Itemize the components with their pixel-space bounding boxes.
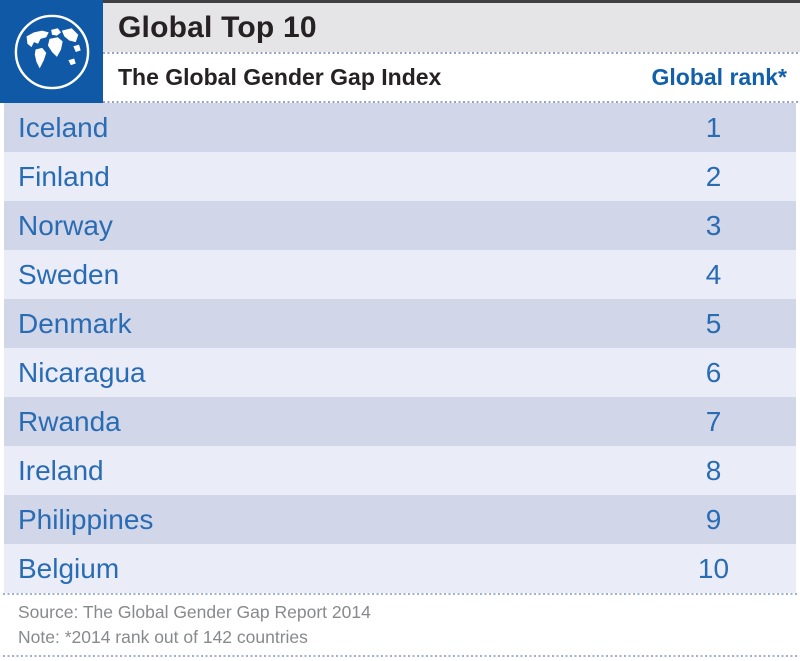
table-row: Belgium 10 — [4, 544, 796, 593]
footer: Source: The Global Gender Gap Report 201… — [3, 593, 797, 657]
table-row: Finland 2 — [4, 152, 796, 201]
country-name: Philippines — [18, 503, 154, 535]
table-subtitle: The Global Gender Gap Index — [118, 64, 442, 90]
header: Global Top 10 The Global Gender Gap Inde… — [0, 0, 800, 103]
country-name: Iceland — [18, 111, 109, 143]
country-name: Finland — [18, 160, 110, 192]
country-name: Sweden — [18, 258, 120, 290]
rank-value: 8 — [705, 454, 722, 486]
rank-value: 4 — [705, 258, 722, 290]
rank-value: 6 — [705, 356, 722, 388]
rank-value: 1 — [705, 111, 722, 143]
table-row: Ireland 8 — [4, 446, 796, 495]
rank-value: 5 — [705, 307, 722, 339]
table-row: Sweden 4 — [4, 250, 796, 299]
rank-column-header: Global rank* — [651, 64, 787, 90]
top-rule — [103, 0, 800, 3]
ranking-table: Iceland 1 Finland 2 Norway 3 Sweden 4 De… — [4, 103, 796, 593]
country-name: Norway — [18, 209, 113, 241]
rank-value: 10 — [697, 552, 730, 584]
page-title: Global Top 10 — [118, 10, 317, 44]
subtitle-band: The Global Gender Gap Index Global rank* — [103, 54, 800, 101]
country-name: Rwanda — [18, 405, 121, 437]
table-row: Philippines 9 — [4, 495, 796, 544]
rank-value: 9 — [705, 503, 722, 535]
country-name: Ireland — [18, 454, 104, 486]
table-row: Norway 3 — [4, 201, 796, 250]
dotted-divider — [103, 52, 800, 54]
globe-icon — [14, 14, 89, 89]
table-row: Iceland 1 — [4, 103, 796, 152]
country-name: Nicaragua — [18, 356, 146, 388]
footnote: Note: *2014 rank out of 142 countries — [18, 627, 308, 647]
country-name: Belgium — [18, 552, 120, 584]
title-band: Global Top 10 — [103, 3, 800, 52]
source-note: Source: The Global Gender Gap Report 201… — [18, 602, 371, 622]
country-name: Denmark — [18, 307, 132, 339]
table-row: Denmark 5 — [4, 299, 796, 348]
header-right: Global Top 10 The Global Gender Gap Inde… — [103, 0, 800, 103]
table-row: Nicaragua 6 — [4, 348, 796, 397]
dotted-divider — [103, 101, 800, 103]
rank-value: 3 — [705, 209, 722, 241]
logo — [0, 0, 103, 103]
rank-value: 7 — [705, 405, 722, 437]
table-row: Rwanda 7 — [4, 397, 796, 446]
rank-value: 2 — [705, 160, 722, 192]
